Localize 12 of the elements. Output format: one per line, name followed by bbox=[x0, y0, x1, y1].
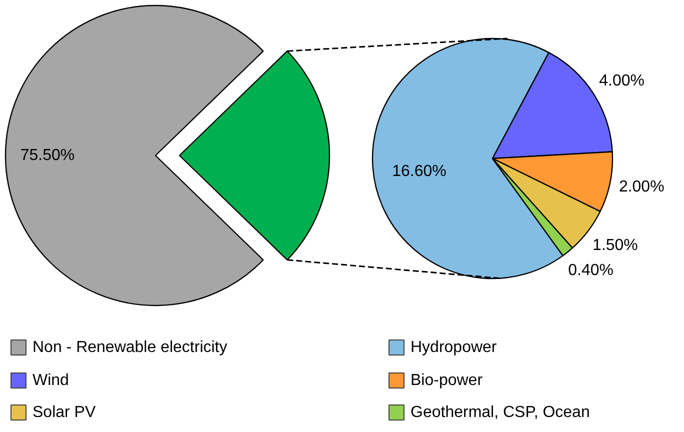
data-label: 4.00% bbox=[599, 72, 644, 90]
legend-label: Non - Renewable electricity bbox=[32, 339, 228, 356]
data-label: 75.50% bbox=[20, 147, 75, 164]
data-label: 2.00% bbox=[618, 178, 664, 196]
data-label: 1.50% bbox=[592, 237, 638, 254]
legend-label: Geothermal, CSP, Ocean bbox=[410, 404, 590, 421]
data-label: 16.60% bbox=[392, 162, 446, 180]
legend-label: Bio-power bbox=[410, 372, 484, 389]
legend-label: Wind bbox=[32, 372, 69, 389]
data-label: 0.40% bbox=[568, 262, 614, 280]
legend-label: Solar PV bbox=[32, 404, 96, 421]
legend-label: Hydropower bbox=[410, 339, 498, 356]
